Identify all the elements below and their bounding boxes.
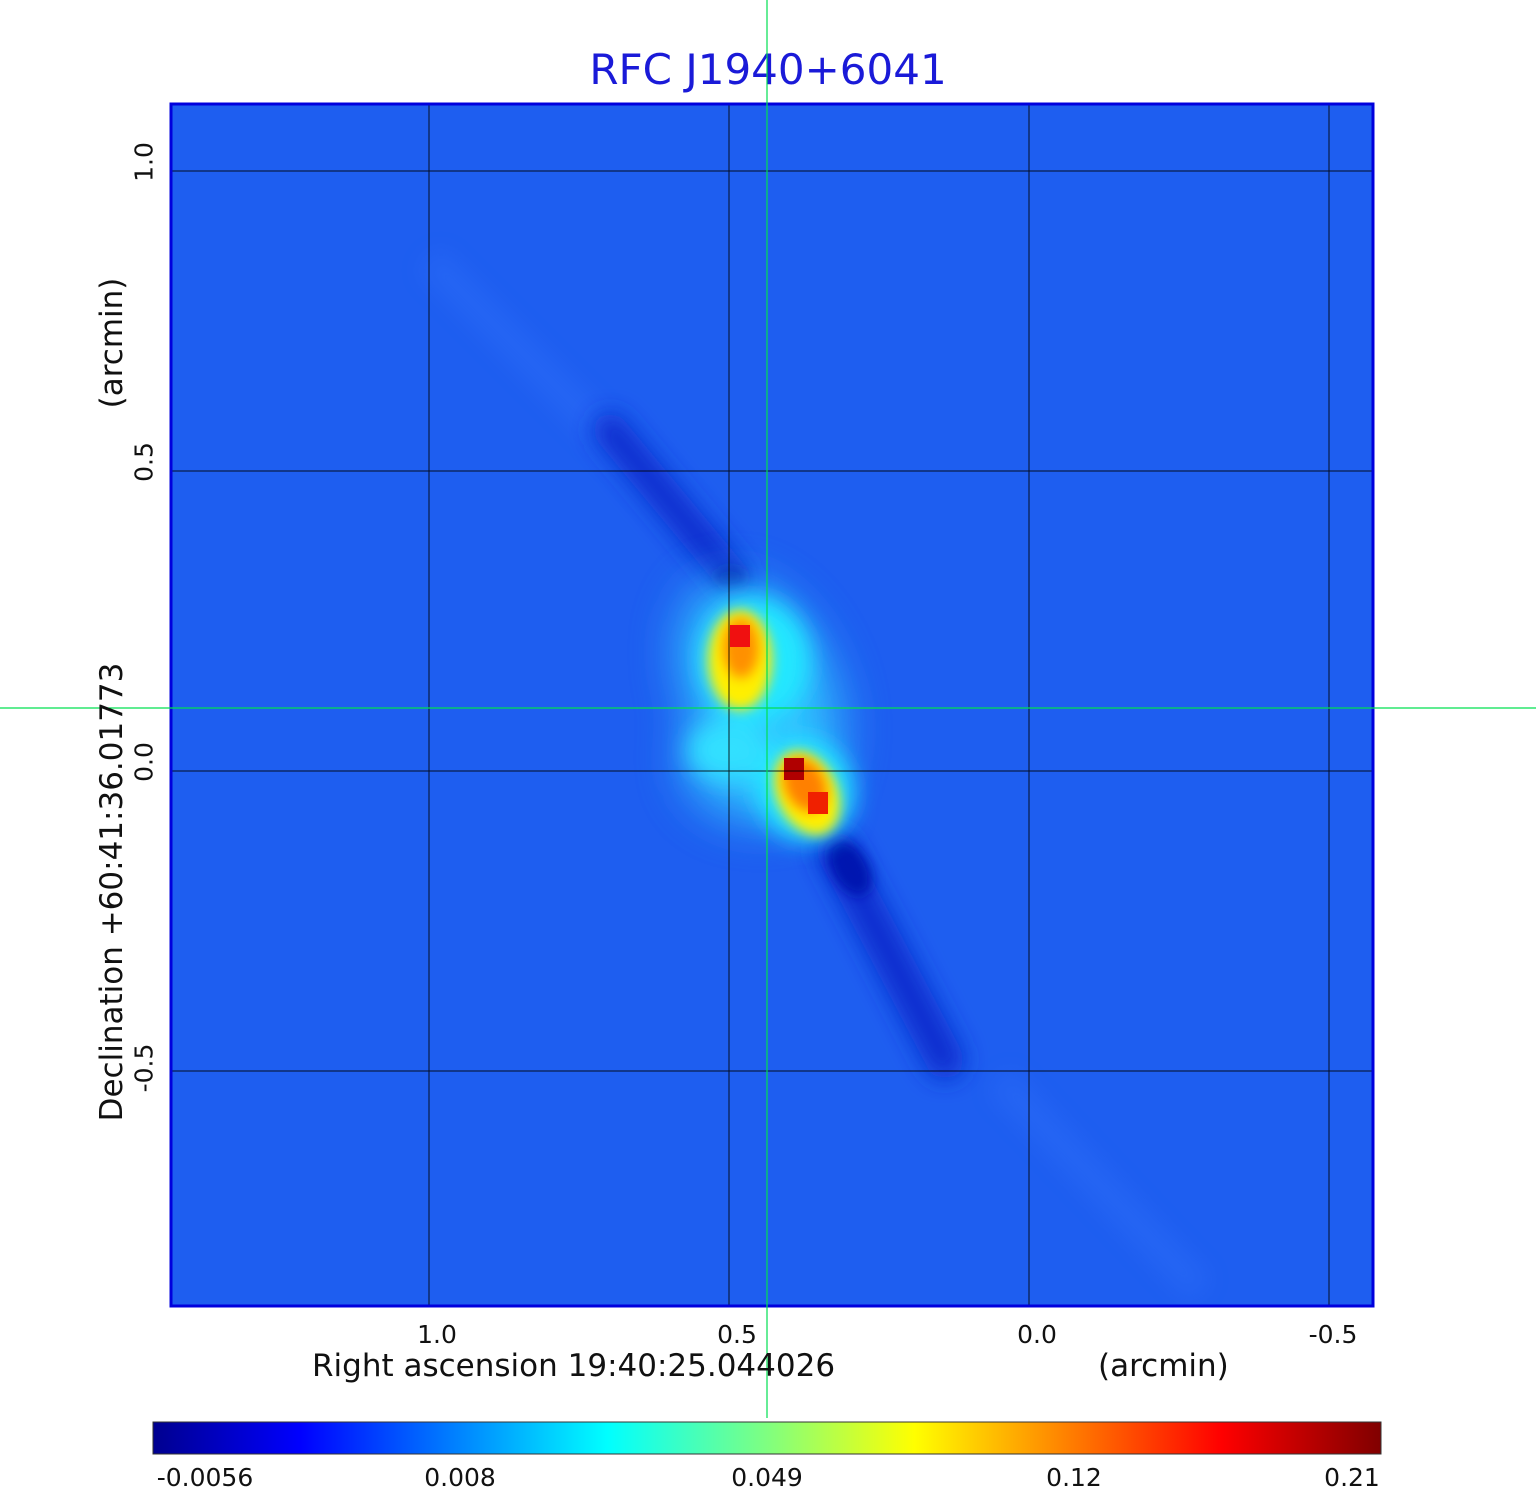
colorbar-tick-label: 0.21 bbox=[1324, 1463, 1380, 1492]
coordinate-grid bbox=[171, 104, 1373, 1306]
colorbar-tick-label: -0.0056 bbox=[156, 1463, 254, 1492]
negative-lobe-north bbox=[593, 413, 752, 597]
colorbar-tick-label: 0.008 bbox=[424, 1463, 496, 1492]
x-tick-label: -0.5 bbox=[1308, 1320, 1358, 1349]
colorbar-tick-label: 0.049 bbox=[731, 1463, 803, 1492]
y-tick-label: 0.0 bbox=[129, 742, 159, 782]
x-tick-label: 1.0 bbox=[417, 1320, 457, 1349]
emission-layer bbox=[419, 249, 1211, 1301]
peak-south bbox=[784, 758, 804, 780]
plot-title: RFC J1940+6041 bbox=[589, 45, 947, 94]
plot-frame bbox=[169, 102, 1375, 1308]
y-tick-label: 1.0 bbox=[129, 142, 159, 182]
y-tick-label: -0.5 bbox=[129, 1043, 159, 1093]
y-axis-label: Declination +60:41:36.01773 bbox=[94, 662, 130, 1122]
crosshair[interactable] bbox=[0, 0, 1536, 1418]
colorbar-tick-label: 0.12 bbox=[1046, 1463, 1102, 1492]
peak-north bbox=[730, 625, 750, 647]
x-axis-label: Right ascension 19:40:25.044026 bbox=[312, 1348, 836, 1384]
x-tick-label: 0.0 bbox=[1017, 1320, 1057, 1349]
colorbar bbox=[152, 1421, 1382, 1455]
x-tick-label: 0.5 bbox=[717, 1320, 757, 1349]
y-axis-unit: (arcmin) bbox=[94, 277, 130, 409]
y-tick-label: 0.5 bbox=[129, 442, 159, 482]
x-axis-unit: (arcmin) bbox=[1098, 1348, 1229, 1384]
